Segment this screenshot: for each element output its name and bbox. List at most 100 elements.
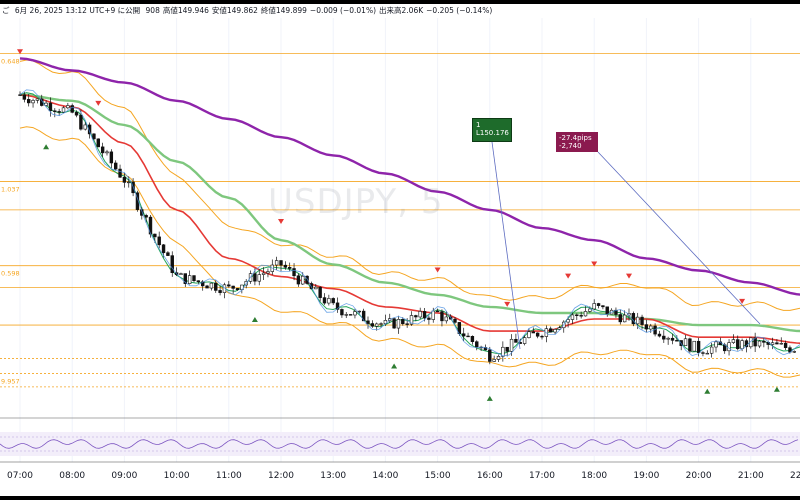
candle-body — [114, 162, 118, 170]
candle-body — [670, 337, 675, 341]
candle-body — [209, 282, 214, 289]
candle-body — [392, 318, 396, 329]
ma-green-line — [19, 93, 800, 333]
candle-body — [292, 268, 296, 277]
candle-body — [762, 340, 766, 343]
candle-body — [192, 275, 196, 281]
time-tick-label: 13:00 — [320, 471, 346, 481]
candle-body — [531, 331, 536, 334]
candle-body — [775, 342, 779, 345]
down-signal-icon — [17, 49, 23, 55]
candle-body — [92, 133, 96, 140]
candle-body — [731, 339, 736, 343]
candle-body — [644, 324, 649, 330]
candle-body — [461, 333, 466, 337]
up-signal-icon — [704, 388, 711, 394]
candle-body — [105, 151, 109, 154]
candle-body — [361, 310, 366, 322]
candle-body — [183, 273, 187, 284]
candle-body — [296, 275, 301, 285]
measure-tag-pips: -27.4pips — [559, 134, 592, 142]
down-signal-icon — [739, 298, 746, 304]
candle-body — [409, 315, 414, 325]
price-level-label: 0.648 — [1, 58, 20, 66]
candle-body — [53, 110, 57, 112]
candle-body — [705, 352, 710, 355]
candle-body — [87, 124, 92, 135]
price-level-label: 0.598 — [1, 270, 20, 278]
candle-body — [783, 343, 788, 348]
candle-body — [505, 346, 509, 352]
candle-body — [48, 102, 53, 112]
header-low: 安値149.862 — [211, 6, 258, 15]
candle-body — [514, 338, 518, 343]
candle-body — [570, 314, 575, 320]
candle-body — [496, 356, 501, 360]
candle-body — [66, 105, 70, 109]
price-level-label: 9.957 — [1, 378, 20, 386]
candle-body — [122, 176, 127, 183]
position-tag[interactable]: 1 L150.176 — [472, 118, 512, 142]
candle-body — [231, 285, 235, 289]
candle-body — [635, 316, 640, 325]
candle-body — [327, 298, 331, 304]
candle-body — [301, 275, 305, 285]
price-levels — [0, 53, 800, 388]
candle-body — [492, 359, 496, 362]
candle-body — [287, 267, 292, 269]
candle-body — [396, 319, 401, 329]
candle-body — [566, 319, 570, 323]
time-axis: 07:00 08:00 09:00 10:00 11:00 12:00 13:00 14:00… — [0, 461, 800, 481]
down-signal-icon — [626, 273, 632, 279]
time-tick-label: 14:00 — [372, 471, 398, 481]
down-signal-icon — [278, 219, 284, 225]
candle-body — [509, 338, 514, 352]
candle-body — [57, 111, 61, 113]
candle-body — [344, 314, 348, 316]
candle-body — [322, 297, 327, 304]
candle-body — [548, 328, 553, 333]
candle-body — [414, 315, 418, 318]
candle-body — [444, 316, 448, 322]
candle-body — [488, 349, 492, 362]
down-signal-icon — [434, 267, 441, 273]
candle-body — [522, 337, 527, 344]
candle-body — [83, 124, 87, 130]
candle-body — [696, 340, 701, 353]
zigzag-lines — [19, 89, 800, 357]
header-close: 終値149.899 — [260, 6, 307, 15]
candle-body — [314, 286, 318, 290]
measure-tag[interactable]: -27.4pips -2,740 — [556, 132, 598, 152]
candle-body — [453, 318, 457, 323]
candle-body — [592, 303, 596, 310]
bollinger-lower — [19, 126, 800, 378]
header-vol-change: −0.205 (−0.14%) — [426, 6, 493, 15]
candle-body — [422, 311, 427, 319]
candle-body — [692, 340, 696, 352]
candle-body — [79, 114, 83, 130]
candle-body — [166, 252, 170, 256]
candle-body — [501, 346, 505, 357]
time-tick-label: 20:00 — [686, 471, 712, 481]
candle-body — [340, 309, 344, 316]
candle-body — [379, 323, 383, 325]
header-open-label: 908 — [145, 6, 160, 15]
candle-body — [575, 314, 579, 317]
drawing-lines — [491, 141, 761, 350]
candle-body — [535, 332, 540, 337]
candle-body — [757, 340, 762, 347]
candle-body — [770, 342, 775, 345]
candle-body — [374, 323, 379, 327]
candle-body — [205, 285, 209, 289]
candle-body — [318, 286, 322, 298]
zigzag-blue-line — [19, 89, 800, 357]
price-chart[interactable]: 0.648 1.037 0.598 9.957 07:00 08:00 09:00 10:0… — [0, 4, 800, 496]
candle-body — [470, 336, 475, 342]
candle-body — [553, 329, 557, 333]
candle-body — [618, 314, 623, 323]
candle-body — [170, 255, 174, 273]
time-tick-label: 18:00 — [581, 471, 607, 481]
candle-body — [274, 260, 279, 266]
candle-body — [675, 340, 679, 342]
candle-body — [540, 335, 544, 338]
